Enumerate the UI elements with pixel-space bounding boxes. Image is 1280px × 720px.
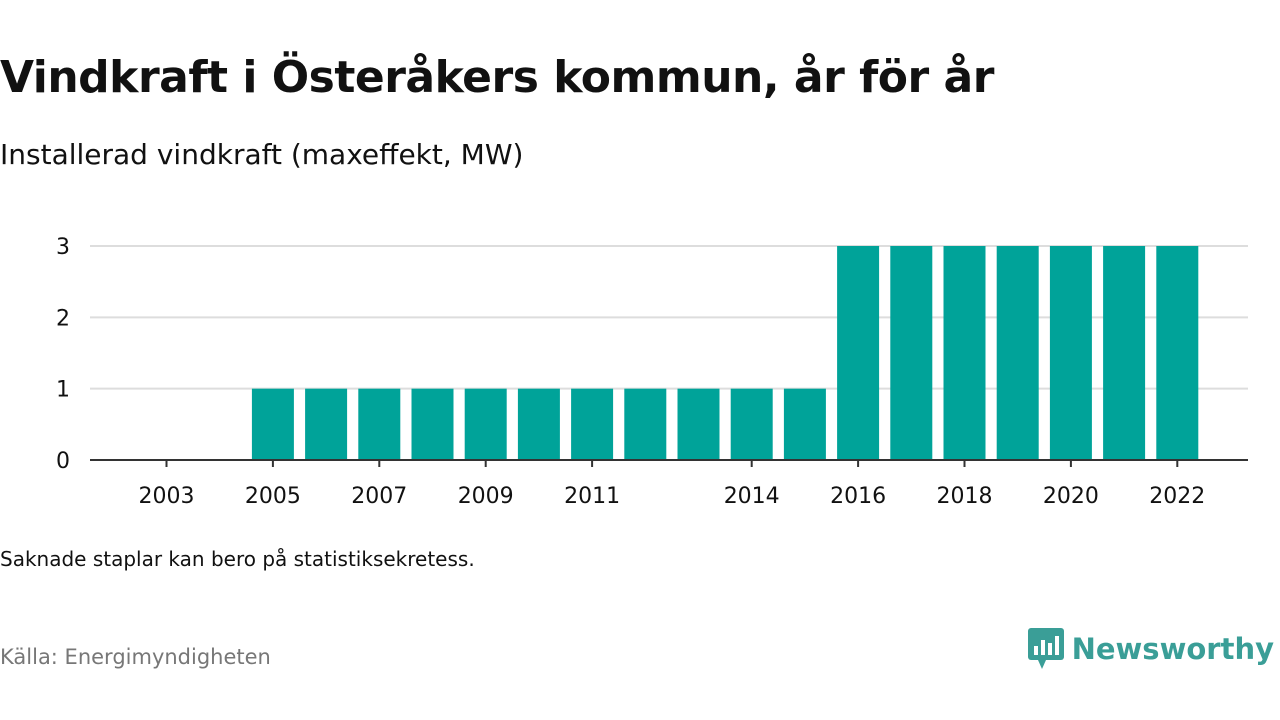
footnote: Saknade staplar kan bero på statistiksek…: [0, 547, 475, 571]
bar-2014: [730, 388, 773, 460]
bar-2006: [305, 388, 348, 460]
bar-chart: 0 1 2 3 2003 2005 2007 2009 2011 2014 2016 2018 2020…: [56, 235, 1248, 509]
x-tick-label: 2014: [724, 484, 780, 509]
source-label: Källa: Energimyndigheten: [0, 645, 271, 669]
axes: [90, 459, 1248, 467]
bar-2022: [1156, 246, 1199, 460]
y-tick-label: 1: [56, 378, 70, 403]
x-tick-label: 2011: [564, 484, 620, 509]
x-tick-label: 2016: [830, 484, 886, 509]
y-tick-label: 3: [56, 235, 70, 260]
x-tick-label: 2018: [937, 484, 993, 509]
y-tick-label: 2: [56, 306, 70, 331]
bar-2013: [677, 388, 720, 460]
bar-2015: [783, 388, 826, 460]
bar-2005: [251, 388, 294, 460]
chart-subtitle: Installerad vindkraft (maxeffekt, MW): [0, 138, 524, 171]
bar-2009: [464, 388, 507, 460]
x-tick-label: 2009: [458, 484, 514, 509]
brand-name: Newsworthy: [1071, 632, 1274, 666]
bar-2007: [358, 388, 401, 460]
newsworthy-logo-icon: [1027, 628, 1064, 669]
bar-2012: [624, 388, 667, 460]
x-tick-label: 2022: [1149, 484, 1205, 509]
bar-2018: [943, 246, 986, 460]
bar-2010: [517, 388, 560, 460]
brand-logo: Newsworthy: [1027, 628, 1274, 670]
x-tick-label: 2020: [1043, 484, 1099, 509]
bar-2019: [996, 246, 1039, 460]
bar-2008: [411, 388, 454, 460]
x-tick-label: 2005: [245, 484, 301, 509]
x-tick-label: 2003: [139, 484, 195, 509]
tick-labels: 0 1 2 3 2003 2005 2007 2009 2011 2014 2016 2018 2020…: [56, 235, 1205, 509]
y-tick-label: 0: [56, 449, 70, 474]
x-tick-label: 2007: [351, 484, 407, 509]
bar-2021: [1103, 246, 1146, 460]
bar-2017: [890, 246, 933, 460]
bar-2011: [571, 388, 614, 460]
chart-title: Vindkraft i Österåkers kommun, år för år: [0, 52, 994, 103]
bar-2020: [1049, 246, 1092, 460]
bars: [251, 246, 1199, 460]
bar-2016: [837, 246, 880, 460]
